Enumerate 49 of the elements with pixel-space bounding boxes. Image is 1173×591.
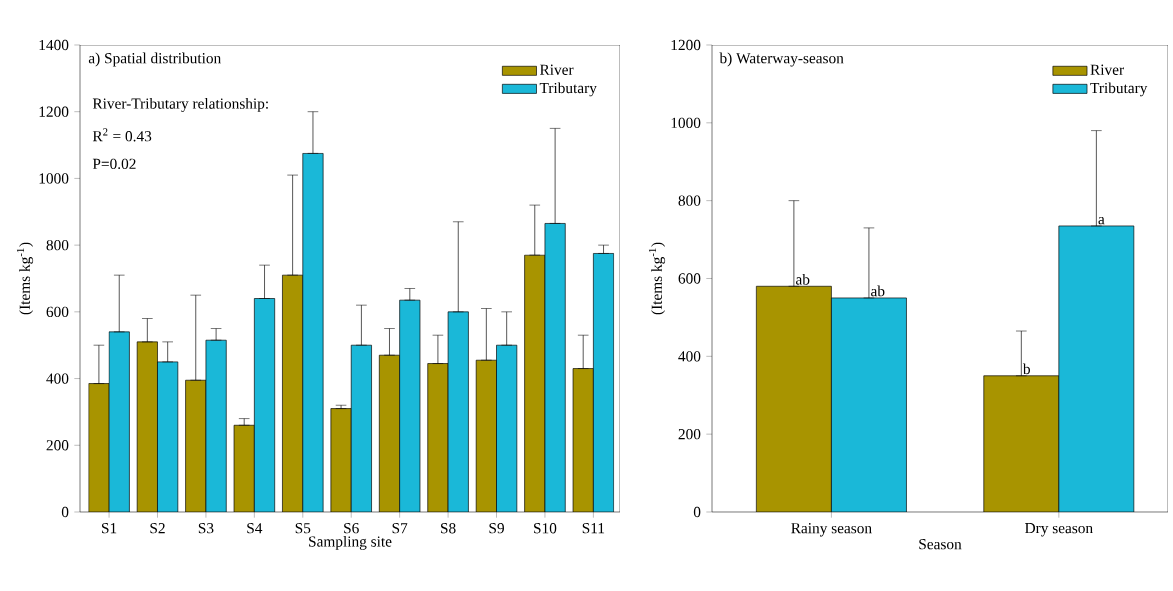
annotation: River-Tributary relationship: bbox=[92, 97, 268, 112]
y-axis-title: (Items kg$^{-1}$) bbox=[16, 242, 34, 315]
y-tick-label: 400 bbox=[678, 351, 701, 362]
annotation: b bbox=[1022, 363, 1030, 375]
y-tick-label: 200 bbox=[46, 440, 69, 451]
y-tick-label: 200 bbox=[678, 428, 701, 440]
x-tick-label: S1 bbox=[102, 523, 117, 534]
x-tick-label: S5 bbox=[295, 523, 311, 534]
y-tick-label: 1400 bbox=[39, 39, 69, 51]
y-tick-label: 1200 bbox=[671, 39, 701, 51]
chart-title: a) Spatial distribution bbox=[88, 52, 221, 67]
y-tick-label: 400 bbox=[46, 373, 69, 384]
y-tick-label: 600 bbox=[46, 306, 69, 318]
legend-label: River bbox=[539, 64, 574, 75]
x-tick-label: S2 bbox=[150, 523, 165, 534]
annotation: ab bbox=[871, 285, 885, 297]
bar bbox=[983, 375, 1060, 512]
annotation: a bbox=[1098, 217, 1105, 225]
legend-label: Tributary bbox=[539, 82, 597, 97]
chart-title: b) Waterway-season bbox=[719, 52, 844, 67]
x-tick-label: S3 bbox=[198, 523, 214, 534]
x-tick-label: S7 bbox=[392, 523, 408, 534]
x-tick-label: S9 bbox=[489, 523, 504, 534]
x-tick-label: S6 bbox=[344, 523, 359, 534]
annotation: R$^{2}$ = 0.43 bbox=[92, 128, 152, 142]
annotation: P=0.02 bbox=[92, 158, 136, 170]
y-tick-label: 800 bbox=[678, 195, 701, 206]
bar bbox=[831, 297, 907, 512]
bar bbox=[756, 286, 832, 512]
y-tick-label: 600 bbox=[678, 273, 701, 284]
x-tick-label: Dry season bbox=[1025, 523, 1093, 537]
x-tick-label: Rainy season bbox=[791, 523, 872, 537]
legend-label: River bbox=[1090, 64, 1124, 75]
x-tick-label: S11 bbox=[582, 523, 605, 534]
y-tick-label: 1000 bbox=[671, 117, 701, 128]
y-tick-label: 1200 bbox=[39, 106, 69, 117]
x-tick-label: S8 bbox=[441, 523, 456, 534]
legend-label: Tributary bbox=[1090, 82, 1148, 97]
x-axis-title: Sampling site bbox=[309, 535, 392, 550]
y-axis-title: (Items kg$^{-1}$) bbox=[648, 242, 666, 315]
annotation: ab bbox=[796, 273, 810, 285]
y-tick-label: 1000 bbox=[39, 173, 69, 184]
x-axis-title: Season bbox=[919, 539, 962, 550]
x-tick-label: S4 bbox=[247, 523, 263, 534]
y-tick-label: 0 bbox=[61, 506, 69, 518]
y-tick-label: 800 bbox=[46, 239, 69, 251]
bar bbox=[1058, 225, 1135, 512]
y-tick-label: 0 bbox=[693, 506, 701, 518]
x-tick-label: S10 bbox=[534, 523, 557, 534]
